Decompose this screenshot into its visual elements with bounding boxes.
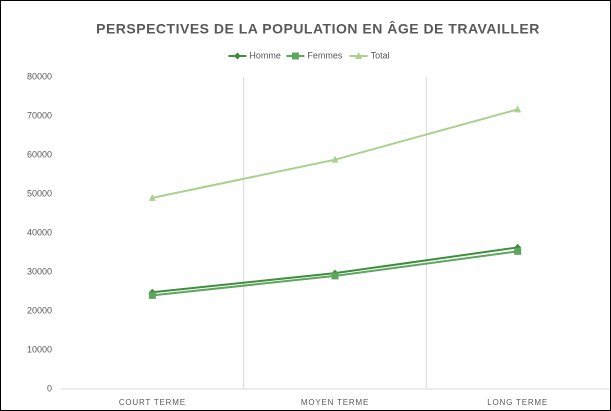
legend-label: Femmes: [307, 50, 343, 60]
y-tick-label: 40000: [27, 227, 52, 237]
chart-title: PERSPECTIVES DE LA POPULATION EN ÂGE DE …: [96, 20, 540, 37]
y-tick-label: 30000: [27, 266, 52, 276]
data-point: [331, 155, 339, 163]
legend-marker: [355, 52, 363, 59]
y-tick-label: 0: [47, 383, 52, 393]
data-point: [148, 291, 156, 299]
legend-label: Homme: [249, 50, 281, 60]
y-tick-label: 20000: [27, 305, 52, 315]
x-tick-label: COURT TERME: [119, 398, 186, 407]
legend-marker: [233, 52, 241, 60]
data-point: [148, 193, 156, 201]
x-tick-label: LONG TERME: [487, 398, 548, 407]
data-point: [514, 247, 522, 255]
data-point: [331, 272, 339, 280]
y-tick-label: 10000: [27, 344, 52, 354]
y-tick-label: 80000: [27, 71, 52, 81]
data-point: [514, 105, 522, 113]
y-tick-label: 60000: [27, 149, 52, 159]
legend-label: Total: [371, 50, 390, 60]
y-tick-label: 70000: [27, 110, 52, 120]
x-tick-label: MOYEN TERME: [301, 398, 369, 407]
y-tick-label: 50000: [27, 188, 52, 198]
legend-marker: [291, 52, 299, 60]
